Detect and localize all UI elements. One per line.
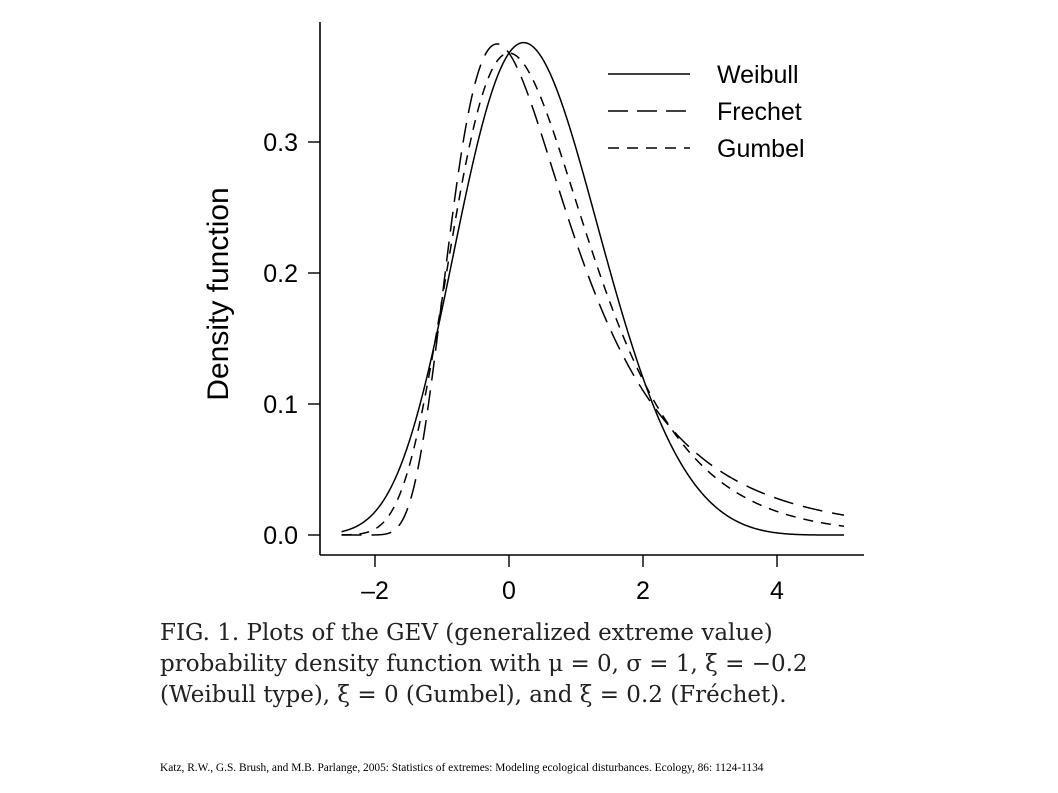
gev-density-chart: –2 0 2 4 0.0 0.1 0.2 0.3 Density function Weib… <box>202 22 864 605</box>
series-line-weibull <box>341 41 844 536</box>
plot-frame <box>319 22 864 556</box>
legend-label-gumbel: Gumbel <box>717 135 805 163</box>
y-tick-label: 0.1 <box>263 391 298 419</box>
series-line-gumbel <box>341 52 845 536</box>
legend-label-weibull: Weibull <box>717 61 799 89</box>
x-tick-label: 0 <box>502 577 516 605</box>
caption-line: FIG. 1. Plots of the GEV (generalized ex… <box>160 620 773 646</box>
series-line-frechet <box>341 43 845 536</box>
series-group <box>341 41 845 536</box>
caption-line: (Weibull type), ξ = 0 (Gumbel), and ξ = … <box>160 682 787 708</box>
y-tick-label: 0.0 <box>263 522 298 550</box>
legend: Weibull Frechet Gumbel <box>608 61 805 163</box>
citation: Katz, R.W., G.S. Brush, and M.B. Parlang… <box>160 762 764 774</box>
x-tick-label: 4 <box>770 577 784 605</box>
legend-label-frechet: Frechet <box>717 98 802 126</box>
y-axis-title: Density function <box>202 187 235 400</box>
y-axis: 0.0 0.1 0.2 0.3 <box>263 129 320 550</box>
x-axis: –2 0 2 4 <box>361 555 784 605</box>
figure-caption: FIG. 1. Plots of the GEV (generalized ex… <box>160 618 920 711</box>
x-tick-label: –2 <box>361 577 389 605</box>
caption-line: probability density function with μ = 0,… <box>160 651 808 677</box>
x-tick-label: 2 <box>636 577 650 605</box>
y-tick-label: 0.2 <box>263 260 298 288</box>
y-tick-label: 0.3 <box>263 129 298 157</box>
